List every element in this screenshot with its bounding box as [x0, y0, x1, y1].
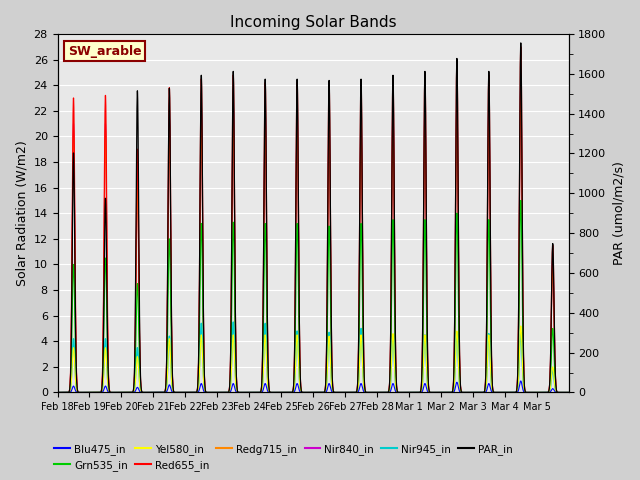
Text: SW_arable: SW_arable: [68, 45, 141, 58]
Legend: Blu475_in, Grn535_in, Yel580_in, Red655_in, Redg715_in, Nir840_in, Nir945_in, PA: Blu475_in, Grn535_in, Yel580_in, Red655_…: [50, 439, 517, 475]
Y-axis label: PAR (umol/m2/s): PAR (umol/m2/s): [612, 161, 625, 265]
Y-axis label: Solar Radiation (W/m2): Solar Radiation (W/m2): [15, 140, 28, 286]
Title: Incoming Solar Bands: Incoming Solar Bands: [230, 15, 396, 30]
